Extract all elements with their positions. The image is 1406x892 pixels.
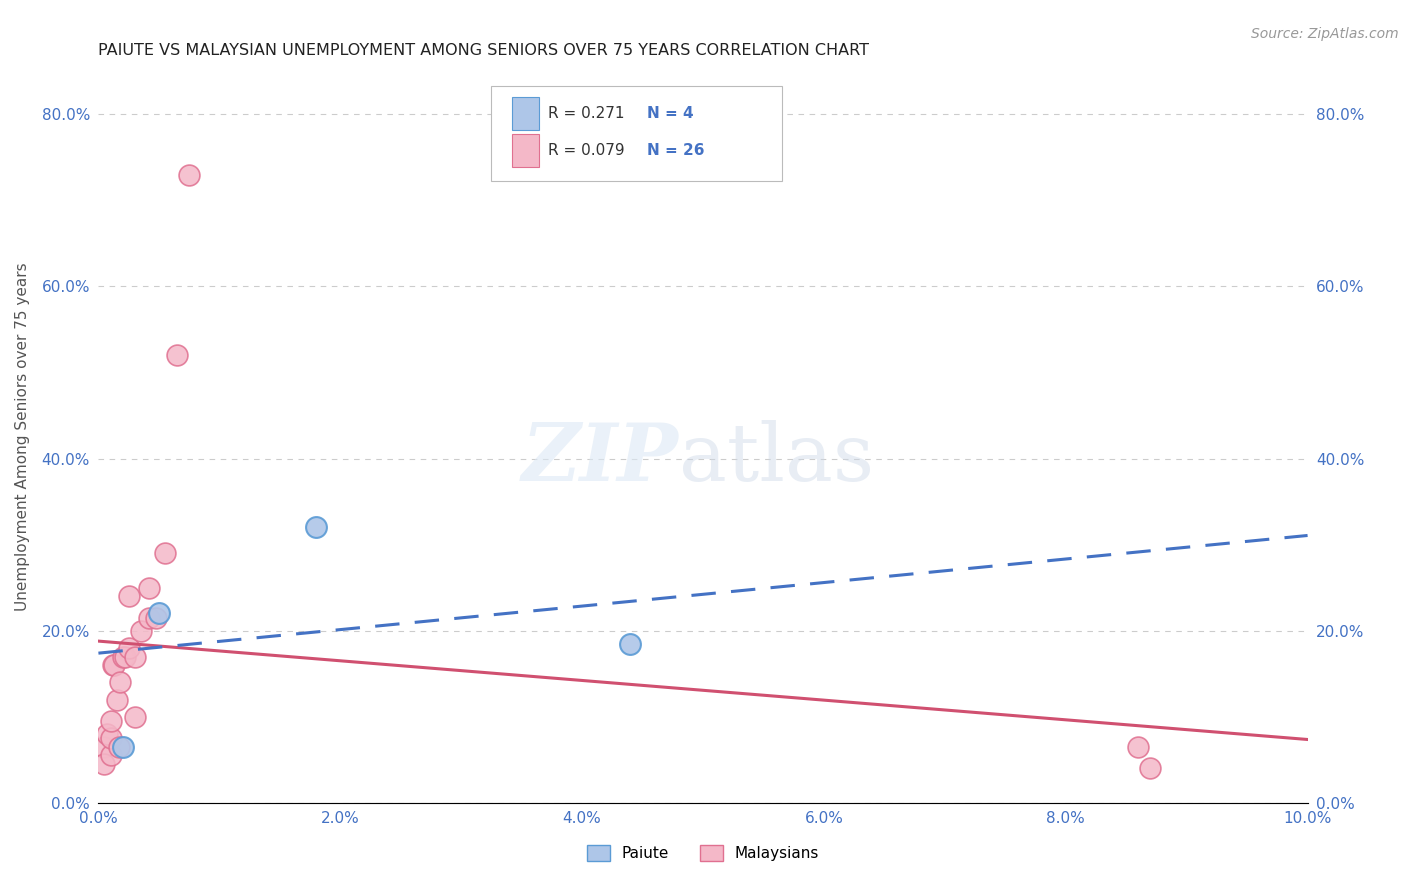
Text: N = 4: N = 4 xyxy=(647,106,695,121)
FancyBboxPatch shape xyxy=(492,86,782,181)
Point xyxy=(153,546,176,560)
Text: atlas: atlas xyxy=(679,420,875,498)
Point xyxy=(114,649,136,664)
Text: N = 26: N = 26 xyxy=(647,143,704,158)
Text: R = 0.271: R = 0.271 xyxy=(548,106,624,121)
Point xyxy=(179,168,201,182)
Point xyxy=(118,640,141,655)
Text: R = 0.079: R = 0.079 xyxy=(548,143,624,158)
Point xyxy=(111,649,134,664)
Point xyxy=(619,637,641,651)
Point xyxy=(138,611,160,625)
Point xyxy=(100,748,122,763)
FancyBboxPatch shape xyxy=(512,97,538,130)
Point xyxy=(96,727,118,741)
Point xyxy=(93,757,115,772)
Point xyxy=(100,714,122,728)
Point xyxy=(103,658,125,673)
Text: Source: ZipAtlas.com: Source: ZipAtlas.com xyxy=(1251,27,1399,41)
Text: PAIUTE VS MALAYSIAN UNEMPLOYMENT AMONG SENIORS OVER 75 YEARS CORRELATION CHART: PAIUTE VS MALAYSIAN UNEMPLOYMENT AMONG S… xyxy=(98,43,869,58)
Point xyxy=(93,739,115,754)
Point xyxy=(305,520,328,534)
Point xyxy=(108,739,131,754)
Y-axis label: Unemployment Among Seniors over 75 years: Unemployment Among Seniors over 75 years xyxy=(15,263,31,611)
Point xyxy=(111,739,134,754)
FancyBboxPatch shape xyxy=(512,134,538,167)
Point xyxy=(138,581,160,595)
Point xyxy=(118,589,141,603)
Point xyxy=(124,710,146,724)
Point xyxy=(101,658,124,673)
Point xyxy=(100,731,122,746)
Point xyxy=(124,649,146,664)
Point xyxy=(129,624,152,638)
Point xyxy=(108,675,131,690)
Point xyxy=(1128,739,1150,754)
Point xyxy=(105,692,128,706)
Point xyxy=(145,611,167,625)
Legend: Paiute, Malaysians: Paiute, Malaysians xyxy=(586,845,820,861)
Point xyxy=(148,607,170,621)
Point xyxy=(1139,761,1161,775)
Text: ZIP: ZIP xyxy=(522,420,679,498)
Point xyxy=(166,348,188,362)
